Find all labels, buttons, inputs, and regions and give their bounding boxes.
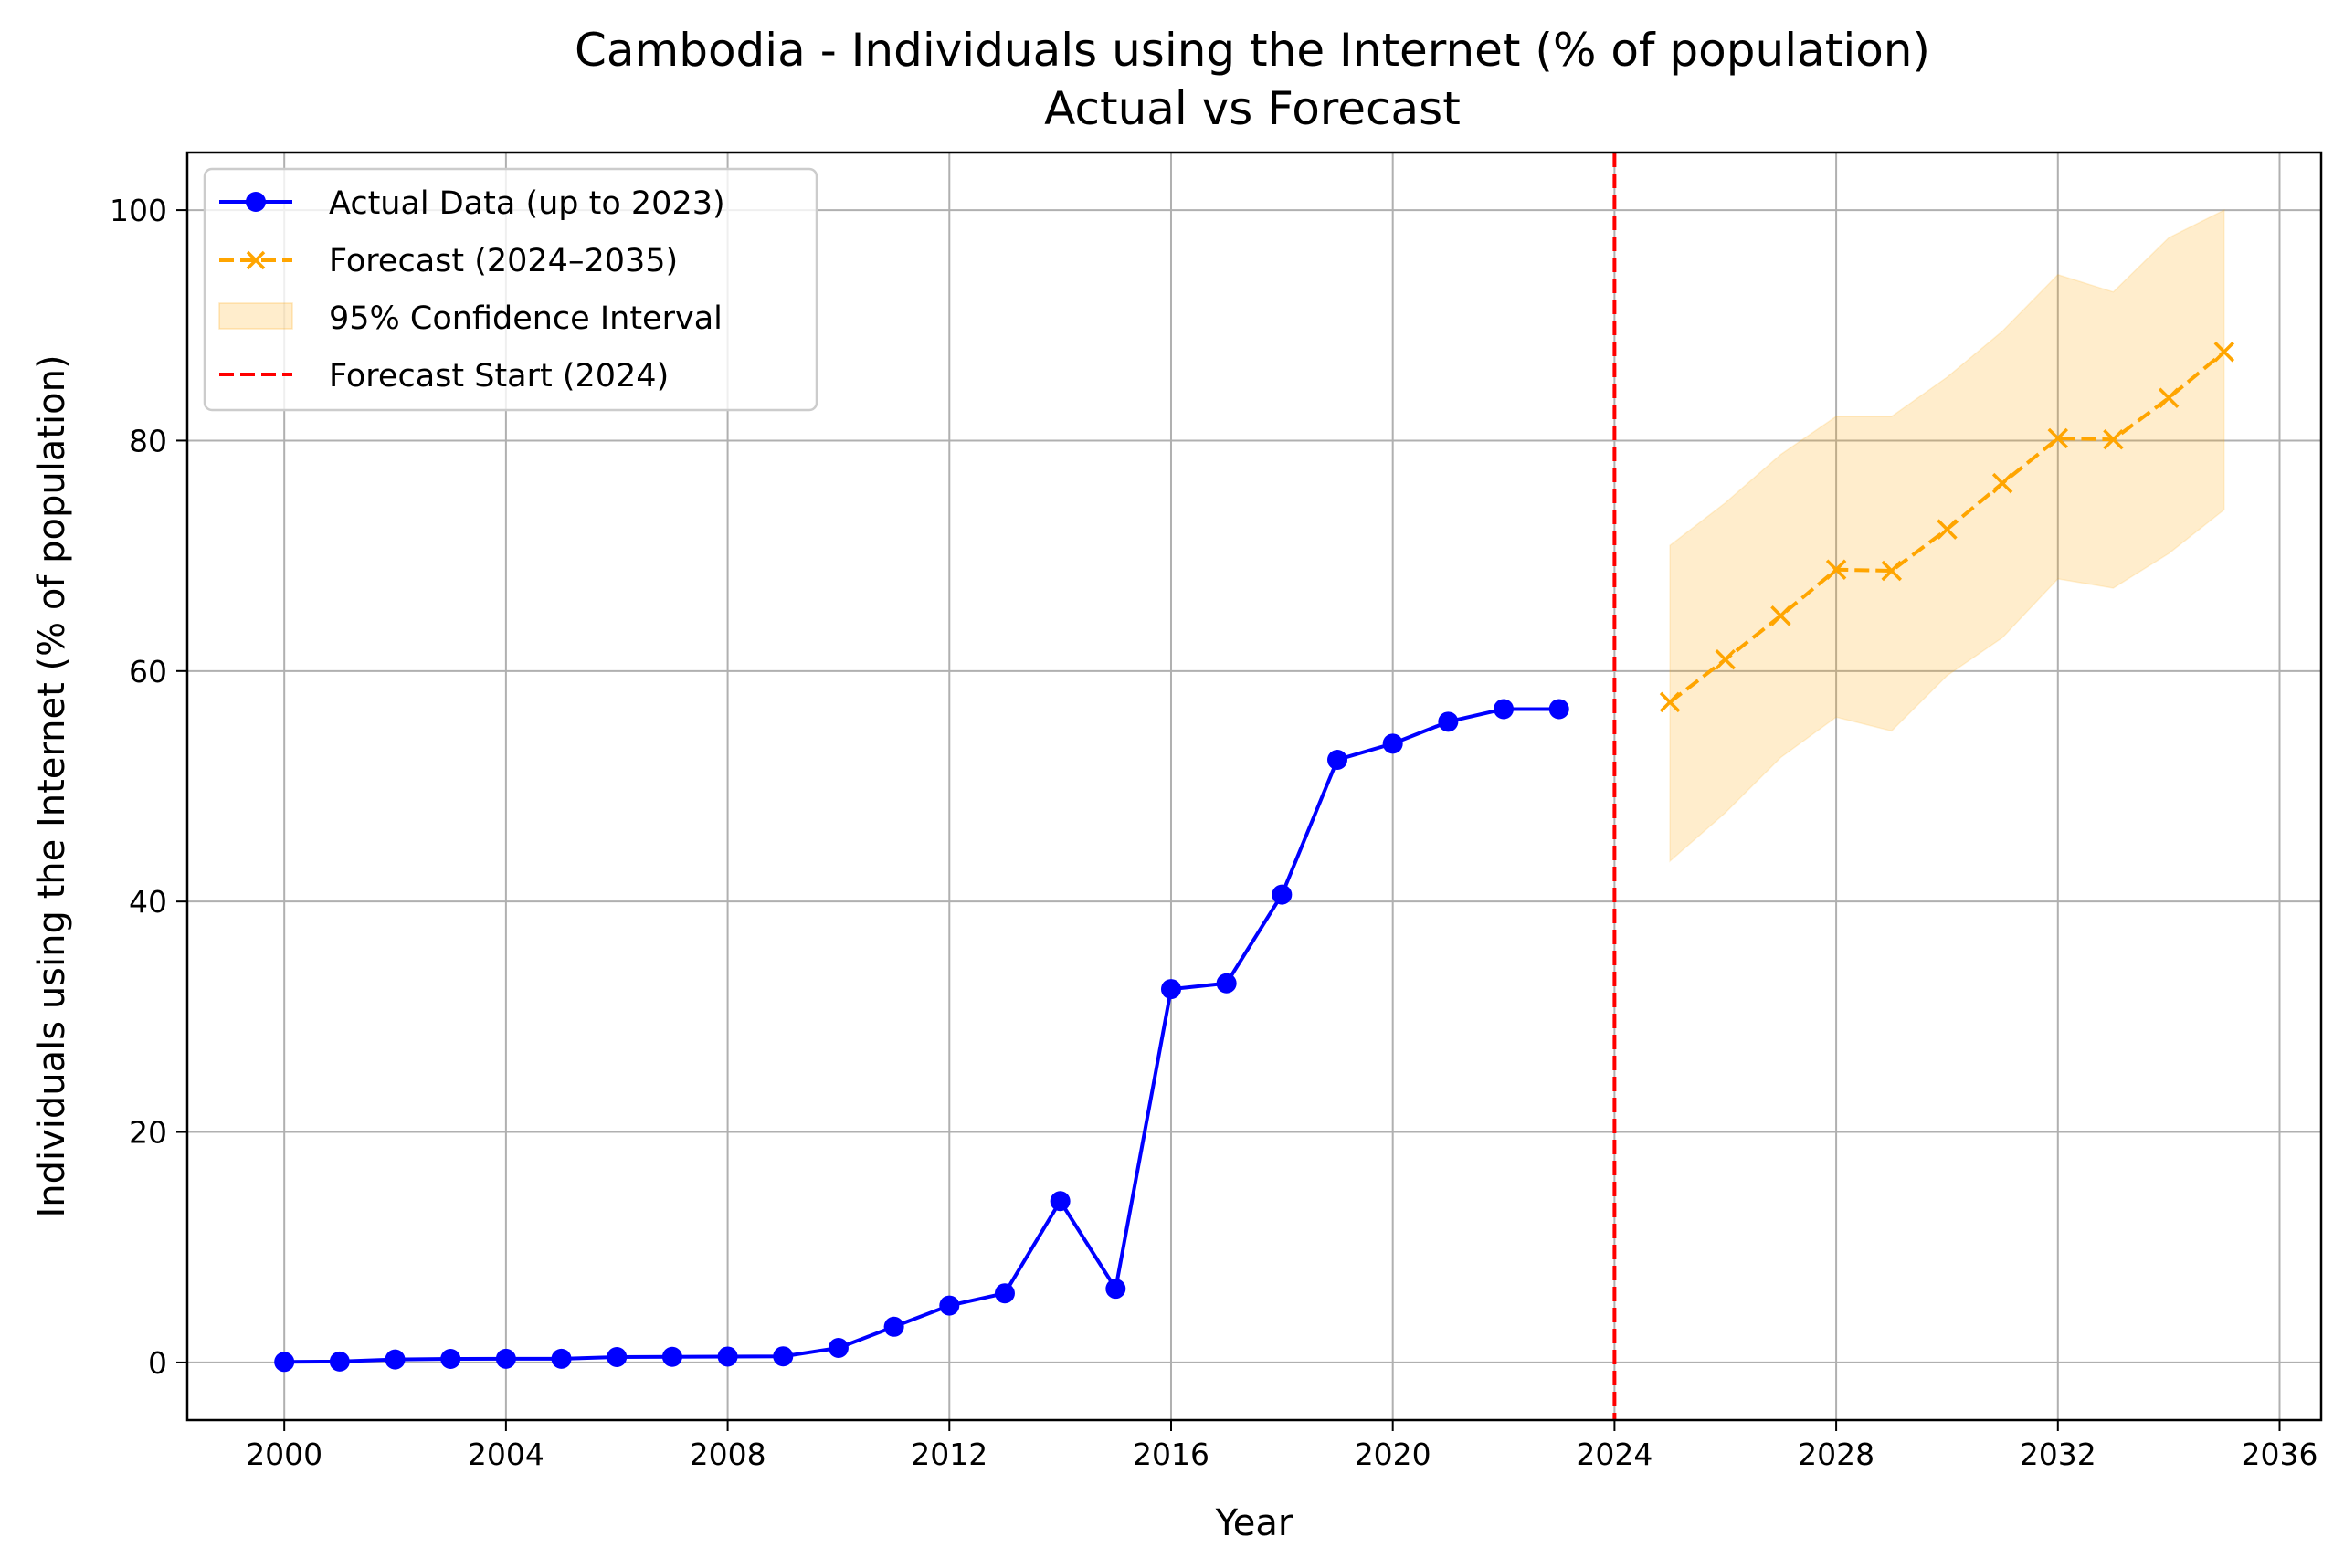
actual-point-2017 xyxy=(1217,973,1237,994)
chart-title: Cambodia - Individuals using the Interne… xyxy=(575,24,1930,77)
actual-point-2014 xyxy=(1051,1191,1071,1211)
actual-point-2010 xyxy=(829,1338,849,1358)
actual-point-2020 xyxy=(1383,733,1403,753)
x-tick-label-2008: 2008 xyxy=(690,1436,766,1472)
actual-point-2015 xyxy=(1105,1279,1125,1299)
actual-point-2016 xyxy=(1161,979,1181,999)
actual-point-2007 xyxy=(662,1347,682,1367)
legend: Actual Data (up to 2023) Forecast (2024–… xyxy=(205,169,817,410)
x-tick-label-2020: 2020 xyxy=(1355,1436,1431,1472)
y-tick-label-100: 100 xyxy=(110,193,167,228)
actual-point-2002 xyxy=(385,1350,406,1370)
actual-point-2005 xyxy=(552,1349,572,1369)
y-axis-label: Individuals using the Internet (% of pop… xyxy=(31,354,73,1217)
actual-point-2006 xyxy=(607,1347,627,1367)
actual-point-2004 xyxy=(496,1349,516,1369)
y-tick-label-0: 0 xyxy=(148,1345,167,1381)
legend-ci-label: 95% Confidence Interval xyxy=(329,300,723,337)
actual-point-2012 xyxy=(939,1296,959,1316)
actual-point-2021 xyxy=(1438,711,1458,731)
y-tick-label-60: 60 xyxy=(129,654,167,689)
legend-forecast-label: Forecast (2024–2035) xyxy=(329,243,678,279)
x-axis-label: Year xyxy=(1215,1502,1293,1544)
y-tick-label-80: 80 xyxy=(129,423,167,458)
x-tick-label-2000: 2000 xyxy=(246,1436,322,1472)
actual-point-2009 xyxy=(773,1346,793,1366)
actual-point-2018 xyxy=(1272,885,1292,905)
y-tick-label-20: 20 xyxy=(129,1115,167,1151)
actual-point-2001 xyxy=(330,1352,350,1372)
x-tick-label-2032: 2032 xyxy=(2020,1436,2096,1472)
legend-forecast-start-label: Forecast Start (2024) xyxy=(329,358,669,395)
x-tick-label-2004: 2004 xyxy=(468,1436,544,1472)
legend-actual-label: Actual Data (up to 2023) xyxy=(329,185,725,222)
x-tick-label-2036: 2036 xyxy=(2242,1436,2318,1472)
y-tick-label-40: 40 xyxy=(129,884,167,920)
actual-point-2011 xyxy=(884,1317,904,1337)
x-tick-label-2028: 2028 xyxy=(1798,1436,1874,1472)
actual-point-2023 xyxy=(1549,699,1569,719)
actual-point-2003 xyxy=(440,1349,460,1369)
actual-point-2008 xyxy=(718,1346,738,1366)
x-tick-label-2012: 2012 xyxy=(911,1436,987,1472)
actual-point-2022 xyxy=(1494,699,1514,719)
actual-point-2013 xyxy=(995,1283,1015,1303)
actual-point-2019 xyxy=(1327,750,1347,770)
actual-point-2000 xyxy=(274,1352,294,1372)
legend-ci-swatch xyxy=(219,303,292,329)
chart-subtitle: Actual vs Forecast xyxy=(1044,82,1461,135)
legend-actual-marker xyxy=(246,192,266,212)
x-tick-label-2016: 2016 xyxy=(1133,1436,1209,1472)
x-tick-label-2024: 2024 xyxy=(1576,1436,1652,1472)
